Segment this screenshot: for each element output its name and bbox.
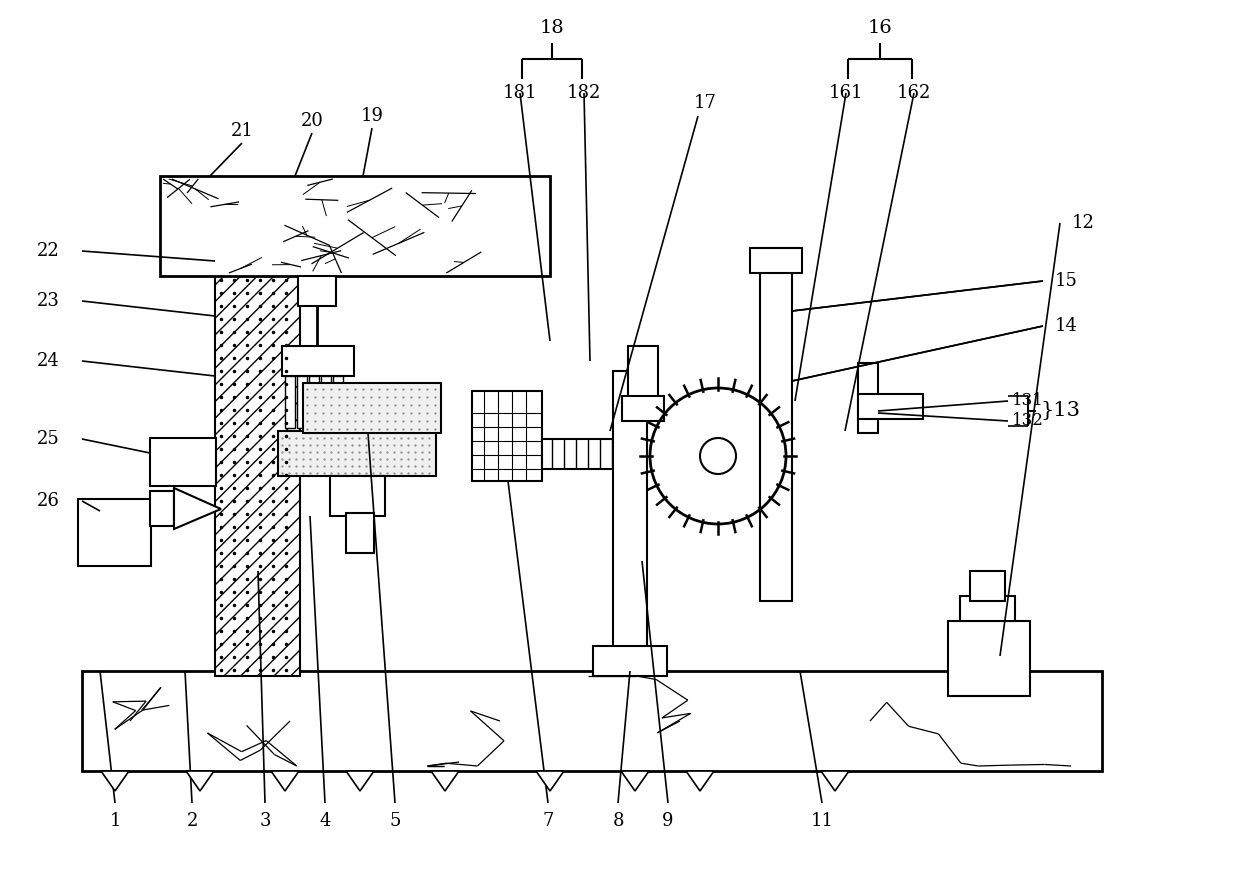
Text: 8: 8 [613,812,624,830]
Polygon shape [621,771,649,791]
Bar [622,396,663,421]
Text: 4: 4 [320,812,331,830]
Text: 161: 161 [828,84,863,102]
Text: 181: 181 [502,84,537,102]
Bar [613,371,647,671]
Text: 19: 19 [361,107,383,125]
Bar [858,394,923,419]
Bar [303,383,441,433]
Text: 132: 132 [1012,413,1044,429]
Bar [150,491,174,526]
Bar [627,346,658,401]
Bar [472,391,542,481]
Polygon shape [174,488,221,529]
Text: 18: 18 [539,19,564,37]
Text: 14: 14 [1055,317,1078,335]
Bar [330,476,384,516]
Text: 25: 25 [37,430,60,448]
Bar [278,431,436,476]
Text: }13: }13 [1040,402,1080,421]
Text: 11: 11 [811,812,833,830]
Polygon shape [821,771,849,791]
Bar [593,646,667,676]
Polygon shape [432,771,459,791]
Bar [960,596,1016,621]
Text: 24: 24 [37,352,60,370]
Polygon shape [346,771,374,791]
Polygon shape [100,771,129,791]
Text: 16: 16 [868,19,893,37]
Bar [321,376,331,428]
Text: 2: 2 [186,812,197,830]
Bar [750,248,802,273]
Text: 23: 23 [37,292,60,310]
Polygon shape [686,771,714,791]
Text: 182: 182 [567,84,601,102]
Polygon shape [272,771,299,791]
Text: 162: 162 [897,84,931,102]
Text: 22: 22 [37,242,60,260]
Bar [78,499,151,566]
Text: 5: 5 [389,812,401,830]
Bar [298,376,308,428]
Text: 9: 9 [662,812,673,830]
Bar [949,621,1030,696]
Text: 7: 7 [542,812,554,830]
Bar [760,271,792,601]
Bar [160,176,551,276]
Text: 26: 26 [37,492,60,510]
Text: 15: 15 [1055,272,1078,290]
Bar [858,363,878,433]
Bar [281,346,353,376]
Text: 12: 12 [1073,214,1095,232]
Bar [215,271,300,676]
Text: 20: 20 [300,112,324,130]
Polygon shape [186,771,215,791]
Text: 1: 1 [109,812,120,830]
Polygon shape [536,771,564,791]
Bar [542,439,640,469]
Bar [82,671,1102,771]
Bar [970,571,1004,601]
Bar [309,376,319,428]
Bar [285,376,295,428]
Bar [334,376,343,428]
Text: 3: 3 [259,812,270,830]
Text: 131: 131 [1012,393,1044,409]
Bar [298,276,336,306]
Bar [150,438,216,486]
Text: 21: 21 [231,122,253,140]
Bar [346,513,374,553]
Text: 17: 17 [693,94,717,112]
